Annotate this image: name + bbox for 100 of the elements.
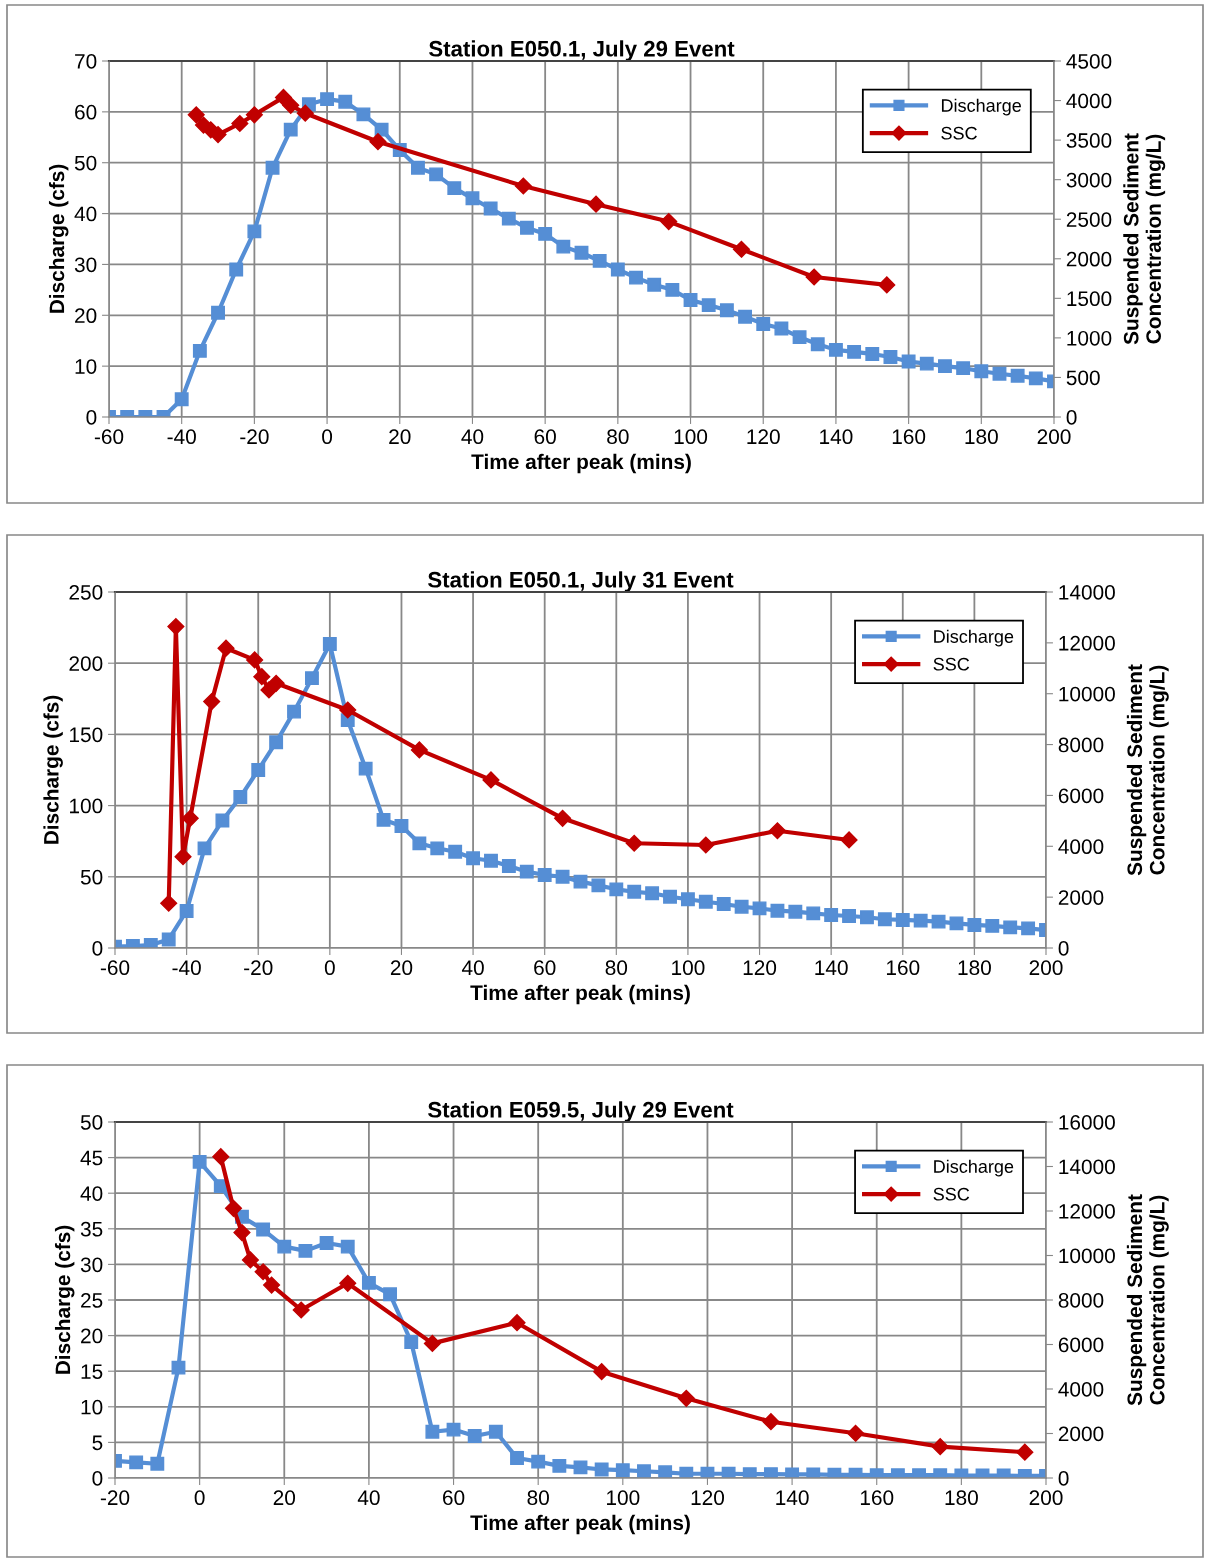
point [430, 841, 445, 856]
point [267, 674, 285, 692]
point [233, 1224, 251, 1242]
point [938, 359, 952, 374]
x-axis-title: Time after peak (mins) [471, 453, 691, 474]
point [732, 240, 750, 258]
y2-tick-label: 6000 [1058, 788, 1104, 804]
point [247, 224, 262, 239]
y2-tick-label: 14000 [1059, 585, 1115, 600]
x-tick-label: 60 [534, 429, 556, 445]
y-axis-title: Discharge (cfs) [54, 1225, 75, 1374]
point [679, 1466, 694, 1478]
x-tick-label: -40 [167, 429, 196, 445]
point [171, 1360, 186, 1375]
point [423, 1334, 441, 1352]
point [229, 262, 244, 277]
y-axis-title: Discharge (cfs) [43, 695, 63, 844]
point [322, 637, 337, 651]
x-tick-label: 140 [815, 960, 848, 976]
x-tick-label: 60 [443, 1490, 465, 1506]
point [573, 1460, 588, 1475]
y-tick-label: 0 [86, 410, 97, 425]
y-tick-label: 20 [81, 1328, 103, 1344]
point [665, 282, 680, 297]
point [339, 1274, 357, 1292]
point [410, 160, 425, 175]
point [883, 350, 898, 364]
y-tick-label: 35 [80, 1221, 103, 1237]
x-tick-label: 200 [1029, 1490, 1063, 1506]
y-tick-label: 0 [92, 941, 103, 956]
point [1021, 921, 1036, 936]
point [847, 344, 862, 359]
point [877, 912, 892, 927]
y2-tick-label: 10000 [1059, 686, 1115, 702]
point [610, 262, 625, 277]
point [514, 177, 532, 195]
y2-tick-label: 4000 [1058, 1382, 1104, 1397]
x-tick-label: 120 [691, 1490, 725, 1506]
point [573, 874, 588, 889]
point [203, 693, 221, 711]
x-tick-label: 100 [672, 960, 705, 976]
point [1016, 1443, 1034, 1461]
point [319, 1236, 334, 1250]
point [719, 303, 734, 318]
point [287, 704, 301, 719]
x-tick-label: 100 [607, 1490, 640, 1506]
point [701, 298, 716, 313]
point [828, 342, 843, 357]
point [1003, 920, 1018, 935]
point [1028, 371, 1043, 386]
x-tick-label: 120 [743, 960, 777, 976]
y2-tick-label: 2000 [1058, 890, 1104, 905]
point [277, 1239, 292, 1254]
y2-tick-label: 4000 [1058, 839, 1104, 855]
point [231, 114, 249, 133]
point [374, 122, 389, 137]
point [340, 1239, 355, 1254]
point [174, 848, 192, 866]
point [484, 853, 498, 868]
point [895, 913, 910, 927]
point [913, 913, 928, 928]
chart-title: Station E050.1, July 29 Event [429, 40, 735, 61]
x-tick-label: 180 [965, 429, 998, 445]
x-tick-label: 40 [461, 429, 484, 445]
x-tick-label: 80 [527, 1490, 549, 1506]
point [483, 201, 498, 216]
point [538, 226, 553, 241]
point [742, 1467, 757, 1478]
y-tick-label: 20 [75, 308, 97, 324]
point [197, 841, 212, 856]
y2-tick-label: 8000 [1058, 1293, 1104, 1308]
point [974, 364, 989, 379]
y2-tick-label: 2000 [1066, 251, 1112, 267]
y2-axis-title: Suspended Sediment Concentration (mg/L) [1126, 664, 1169, 876]
point [677, 1389, 695, 1407]
point [594, 1462, 609, 1477]
x-axis-title: Time after peak (mins) [470, 984, 690, 1005]
point [412, 836, 427, 851]
point [425, 1424, 440, 1439]
point [680, 892, 695, 907]
point [860, 910, 874, 925]
y2-tick-label: 1000 [1067, 330, 1112, 346]
chart-title: Station E059.5, July 29 Event [428, 1101, 734, 1122]
point [593, 1363, 611, 1381]
point [756, 316, 771, 331]
point [298, 1243, 313, 1258]
y2-tick-label: 14000 [1059, 1159, 1115, 1175]
point [519, 864, 534, 879]
x-tick-label: -20 [100, 1490, 130, 1506]
point [931, 1438, 949, 1456]
y2-tick-label: 8000 [1058, 737, 1104, 753]
point [251, 763, 266, 777]
y2-tick-label: 4500 [1066, 54, 1112, 69]
y2-tick-label: 12000 [1059, 635, 1115, 651]
y-tick-label: 5 [92, 1435, 103, 1451]
point [394, 819, 409, 833]
point [187, 106, 205, 124]
point [320, 92, 335, 107]
point [467, 1429, 482, 1443]
point [446, 1422, 461, 1437]
